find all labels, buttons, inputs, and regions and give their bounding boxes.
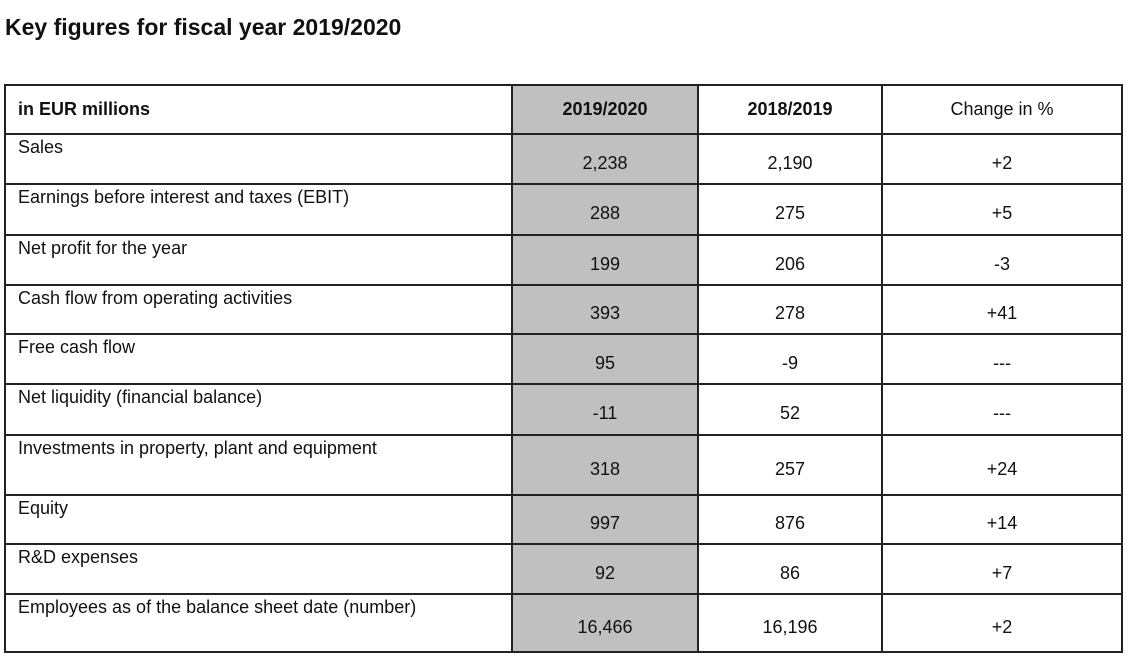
table-row: Net liquidity (financial balance) -11 52 --… [4,383,1123,436]
value-change: -3 [881,234,1123,286]
value-change: +2 [881,133,1123,185]
row-label: Net liquidity (financial balance) [4,383,513,436]
value-change: +24 [881,434,1123,496]
header-2018-2019: 2018/2019 [697,84,883,135]
value-2018-2019: 2,190 [697,133,883,185]
row-label: Employees as of the balance sheet date (… [4,593,513,653]
table-row: Earnings before interest and taxes (EBIT… [4,183,1123,236]
value-2019-2020: 92 [511,543,699,595]
table-row: Sales 2,238 2,190 +2 [4,133,1123,185]
value-2019-2020: 997 [511,494,699,545]
value-2018-2019: 278 [697,284,883,335]
value-2018-2019: 206 [697,234,883,286]
value-2019-2020: 2,238 [511,133,699,185]
row-label: Sales [4,133,513,185]
row-label: Equity [4,494,513,545]
value-2019-2020: 95 [511,333,699,385]
value-2018-2019: -9 [697,333,883,385]
table-row: R&D expenses 92 86 +7 [4,543,1123,595]
value-change: --- [881,333,1123,385]
value-change: --- [881,383,1123,436]
value-2018-2019: 52 [697,383,883,436]
key-figures-table: in EUR millions 2019/2020 2018/2019 Chan… [4,84,1123,653]
value-2018-2019: 16,196 [697,593,883,653]
value-2019-2020: 393 [511,284,699,335]
header-label: in EUR millions [4,84,513,135]
value-change: +5 [881,183,1123,236]
value-change: +2 [881,593,1123,653]
value-2019-2020: 199 [511,234,699,286]
table-row: Investments in property, plant and equip… [4,434,1123,496]
table-header-row: in EUR millions 2019/2020 2018/2019 Chan… [4,84,1123,135]
value-2019-2020: 318 [511,434,699,496]
header-change: Change in % [881,84,1123,135]
value-2018-2019: 86 [697,543,883,595]
table-row: Free cash flow 95 -9 --- [4,333,1123,385]
value-2018-2019: 257 [697,434,883,496]
row-label: Investments in property, plant and equip… [4,434,513,496]
value-2019-2020: -11 [511,383,699,436]
header-2019-2020: 2019/2020 [511,84,699,135]
page-title: Key figures for fiscal year 2019/2020 [5,14,402,40]
table-row: Net profit for the year 199 206 -3 [4,234,1123,286]
row-label: Net profit for the year [4,234,513,286]
value-2019-2020: 288 [511,183,699,236]
row-label: Cash flow from operating activities [4,284,513,335]
table-row: Cash flow from operating activities 393 27… [4,284,1123,335]
value-change: +14 [881,494,1123,545]
table-row: Employees as of the balance sheet date (… [4,593,1123,653]
value-2019-2020: 16,466 [511,593,699,653]
value-2018-2019: 876 [697,494,883,545]
value-change: +7 [881,543,1123,595]
value-change: +41 [881,284,1123,335]
table-row: Equity 997 876 +14 [4,494,1123,545]
row-label: Earnings before interest and taxes (EBIT… [4,183,513,236]
row-label: R&D expenses [4,543,513,595]
value-2018-2019: 275 [697,183,883,236]
row-label: Free cash flow [4,333,513,385]
